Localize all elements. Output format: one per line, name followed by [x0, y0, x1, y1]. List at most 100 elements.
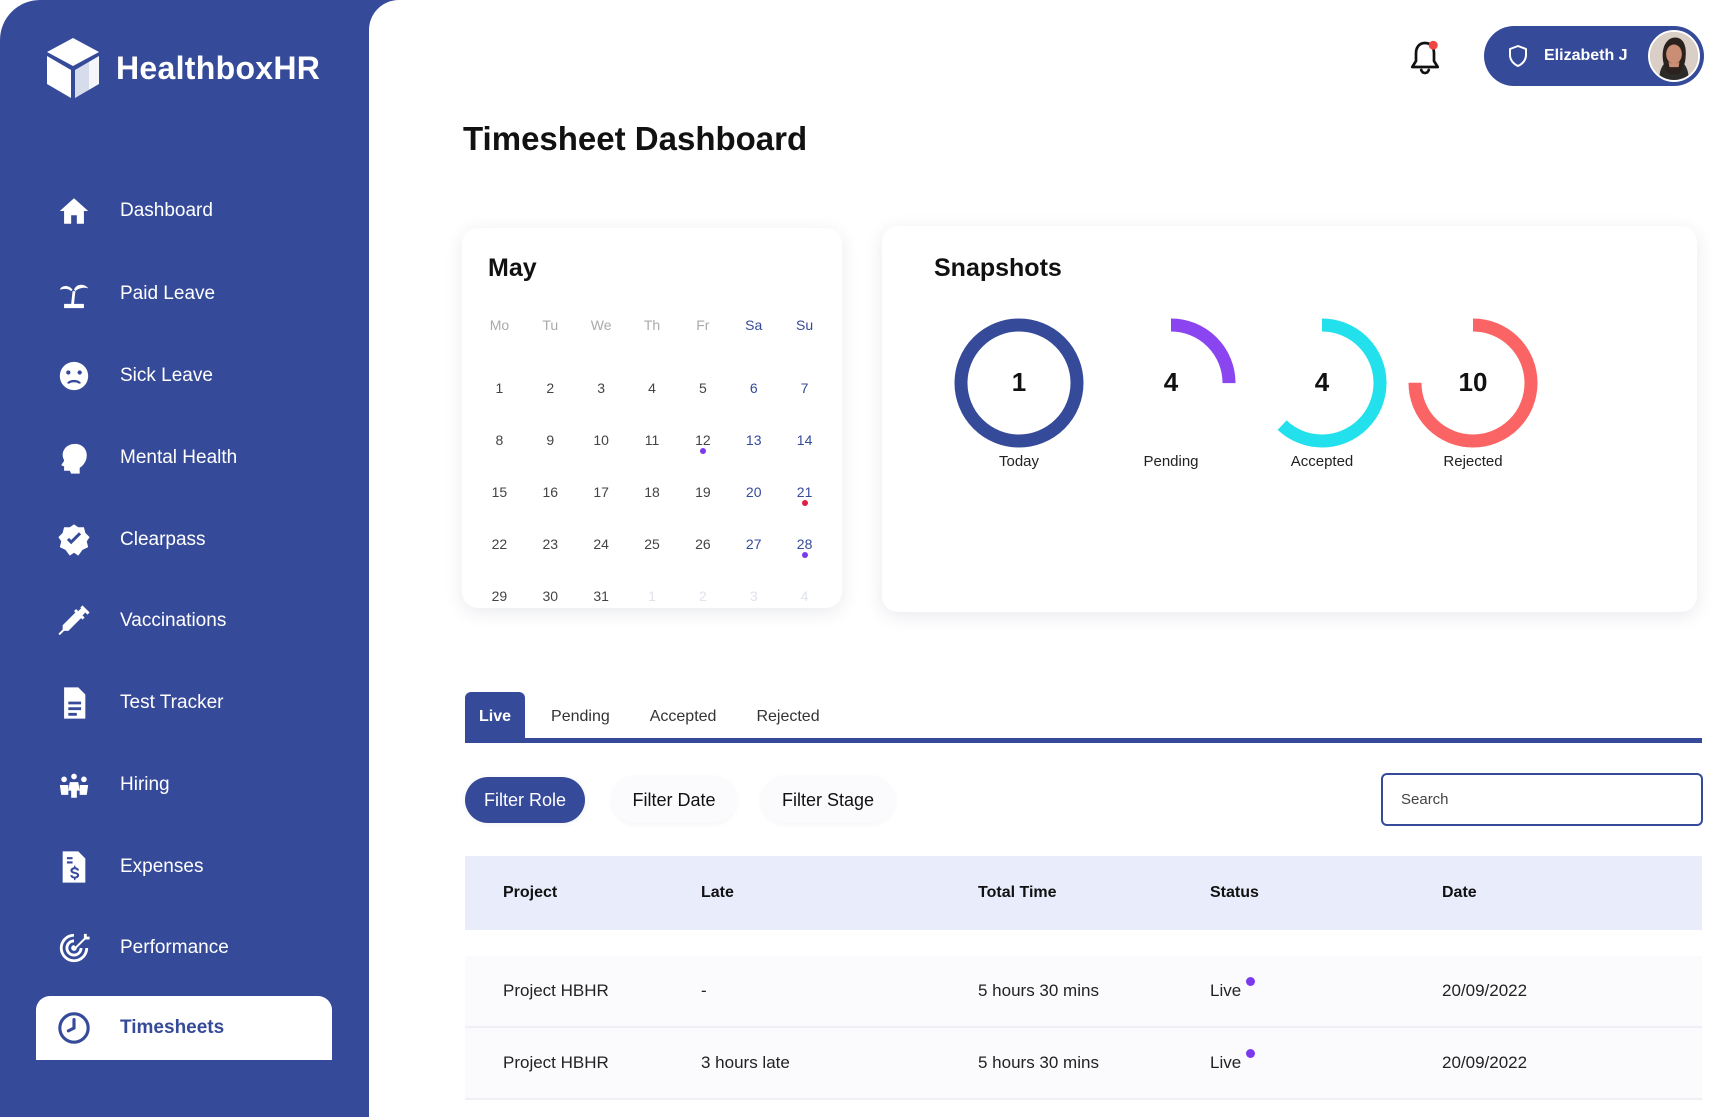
calendar-day[interactable]: 27: [745, 536, 762, 552]
table-row[interactable]: Project HBHR 3 hours late 5 hours 30 min…: [465, 1028, 1702, 1100]
calendar-day[interactable]: 8: [495, 432, 504, 448]
column-header-late[interactable]: Late: [701, 884, 734, 901]
brand-name: HealthboxHR: [116, 49, 321, 86]
calendar-day[interactable]: 10: [593, 432, 609, 448]
calendar-day[interactable]: 30: [542, 588, 559, 604]
tab-pending[interactable]: Pending: [551, 708, 610, 725]
sidebar-item-label: Vaccinations: [120, 610, 227, 631]
filter-date-button[interactable]: Filter Date: [612, 777, 736, 823]
calendar-day[interactable]: 22: [491, 536, 508, 552]
sidebar-item-hiring[interactable]: Hiring: [36, 755, 332, 815]
calendar-day[interactable]: 6: [749, 380, 758, 396]
column-header-total-time[interactable]: Total Time: [978, 884, 1057, 901]
filter-role-button[interactable]: Filter Role: [465, 777, 585, 823]
calendar-day[interactable]: 21: [779, 466, 830, 518]
sidebar-item-label: Sick Leave: [120, 365, 213, 386]
snapshot-ring-today[interactable]: [954, 318, 1084, 448]
calendar-day[interactable]: 5: [698, 380, 707, 396]
status-dot: [1246, 1049, 1255, 1058]
calendar-day[interactable]: 4: [800, 588, 809, 604]
tab-underline: [465, 738, 1702, 743]
avatar[interactable]: [1648, 30, 1700, 82]
calendar-day[interactable]: 17: [593, 484, 609, 500]
user-photo-icon: [1650, 32, 1698, 80]
user-menu-button[interactable]: Elizabeth J: [1484, 26, 1704, 86]
sidebar-item-expenses[interactable]: Expenses: [36, 837, 332, 897]
calendar-day[interactable]: 28: [779, 518, 830, 570]
calendar-day[interactable]: 24: [593, 536, 609, 552]
sidebar-item-mental-health[interactable]: Mental Health: [36, 428, 332, 488]
receipt-dollar-icon: [54, 847, 94, 887]
sidebar-item-vaccinations[interactable]: Vaccinations: [36, 591, 332, 651]
filter-stage-button[interactable]: Filter Stage: [762, 777, 894, 823]
calendar-day[interactable]: 7: [800, 380, 809, 396]
calendar-day[interactable]: 18: [644, 484, 660, 500]
calendar-day[interactable]: 2: [546, 380, 555, 396]
calendar-day[interactable]: 29: [491, 588, 508, 604]
event-dot: [801, 552, 808, 558]
sick-face-icon: [54, 356, 94, 396]
timesheet-table: Project Late Total Time Status Date Proj…: [465, 856, 1702, 1100]
shield-icon: [1509, 45, 1527, 67]
sidebar-item-label: Performance: [120, 937, 229, 958]
calendar-grid: Mo Tu We Th Fr Sa Su 1 2 3 4 5 6 7 8 9 10 11 12 13 14 15 16 17 1…: [474, 310, 830, 622]
column-header-date[interactable]: Date: [1442, 884, 1477, 901]
document-icon: [54, 683, 94, 723]
calendar-day[interactable]: 4: [648, 380, 656, 396]
calendar-day[interactable]: 15: [491, 484, 508, 500]
calendar-day[interactable]: 19: [695, 484, 711, 500]
calendar-day[interactable]: 1: [648, 588, 656, 604]
calendar-day[interactable]: 2: [698, 588, 707, 604]
calendar-day[interactable]: 26: [695, 536, 711, 552]
calendar-day[interactable]: 20: [745, 484, 762, 500]
people-icon: [54, 765, 94, 805]
clock-icon: [54, 1008, 94, 1048]
sidebar-item-performance[interactable]: Performance: [36, 918, 332, 978]
snapshot-ring-rejected[interactable]: [1408, 318, 1538, 448]
sidebar-item-dashboard[interactable]: Dashboard: [36, 181, 332, 241]
calendar-day[interactable]: 3: [749, 588, 758, 604]
table-row[interactable]: Project HBHR - 5 hours 30 mins Live 20/0…: [465, 956, 1702, 1028]
cell-total-time: 5 hours 30 mins: [978, 981, 1099, 1000]
sidebar-item-test-tracker[interactable]: Test Tracker: [36, 673, 332, 733]
sidebar-item-timesheets[interactable]: Timesheets: [36, 996, 332, 1060]
sidebar-item-label: Dashboard: [120, 200, 213, 221]
notification-bell-icon[interactable]: [1407, 38, 1443, 78]
snapshot-ring-accepted[interactable]: [1257, 318, 1387, 448]
calendar-day[interactable]: 9: [546, 432, 555, 448]
snapshot-rings: [954, 318, 1538, 448]
column-header-project[interactable]: Project: [503, 884, 558, 901]
calendar-day[interactable]: 13: [745, 432, 762, 448]
calendar-day[interactable]: 3: [597, 380, 606, 396]
cell-status: Live: [1206, 977, 1438, 1001]
snapshot-ring-pending[interactable]: [1106, 318, 1236, 448]
notification-badge: [1428, 40, 1438, 50]
cell-date: 20/09/2022: [1442, 981, 1528, 1000]
calendar-day[interactable]: 23: [542, 536, 559, 552]
calendar-day[interactable]: 16: [542, 484, 559, 500]
sidebar-item-clearpass[interactable]: Clearpass: [36, 510, 332, 570]
weekday-header: Th: [643, 317, 661, 333]
cell-late: -: [701, 981, 707, 1000]
snapshot-value: 10: [1458, 367, 1488, 397]
sidebar-item-sick-leave[interactable]: Sick Leave: [36, 346, 332, 406]
brand-logo[interactable]: HealthboxHR: [44, 36, 320, 100]
calendar-day[interactable]: 1: [495, 380, 504, 396]
calendar-day[interactable]: 12: [677, 414, 728, 466]
status-text: Live: [1210, 1053, 1242, 1072]
sidebar-item-label: Timesheets: [120, 1017, 225, 1038]
tab-rejected[interactable]: Rejected: [756, 708, 820, 725]
tab-accepted[interactable]: Accepted: [649, 708, 717, 725]
sidebar-item-label: Mental Health: [120, 447, 238, 468]
column-header-status[interactable]: Status: [1210, 884, 1259, 901]
search-input[interactable]: [1381, 773, 1703, 826]
tab-live[interactable]: Live: [465, 692, 526, 742]
calendar-day[interactable]: 31: [593, 588, 609, 604]
calendar-day[interactable]: 14: [796, 432, 813, 448]
weekday-header: We: [590, 317, 612, 333]
sidebar-item-paid-leave[interactable]: Paid Leave: [36, 264, 332, 324]
snapshots-card: Snapshots 1 Today 4 Pending 4 Accepted 10 Rejec…: [882, 226, 1697, 612]
calendar-day[interactable]: 25: [644, 536, 660, 552]
syringe-icon: [54, 601, 94, 641]
calendar-day[interactable]: 11: [644, 432, 660, 448]
